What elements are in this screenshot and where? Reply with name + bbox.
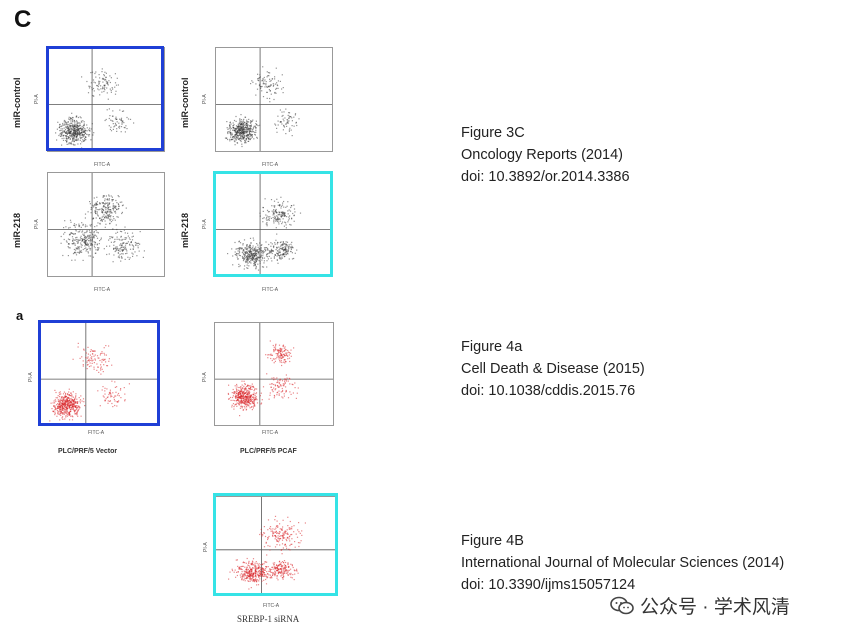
y-axis-label: PI-A [202, 219, 208, 229]
x-axis-label: FITC-A [262, 162, 279, 168]
flow-plot-c-1 [47, 47, 165, 152]
watermark: 公众号 · 学术风清 [610, 592, 790, 619]
highlight-box-blue-a [38, 320, 160, 426]
plot-label-pcaf: PLC/PRF/5 PCAF [240, 448, 297, 455]
plot-label-vector: PLC/PRF/5 Vector [58, 448, 118, 455]
flow-plot-c-3 [47, 172, 165, 277]
caption-figure-4b: Figure 4B International Journal of Molec… [461, 530, 784, 596]
y-axis-label: PI-A [202, 94, 208, 104]
caption-journal: Cell Death & Disease (2015) [461, 361, 645, 377]
wechat-icon [610, 596, 634, 616]
row-label-mir-218-2: miR-218 [180, 212, 190, 248]
caption-figure-3c: Figure 3C Oncology Reports (2014) doi: 1… [461, 122, 630, 188]
caption-doi: doi: 10.3892/or.2014.3386 [461, 169, 630, 185]
plot-label-srebp1-sirna: SREBP-1 siRNA [237, 614, 300, 624]
flow-plot-a-2 [214, 322, 334, 426]
highlight-box-blue-c [46, 46, 164, 151]
y-axis-label: PI-A [28, 372, 34, 382]
caption-figure-4a: Figure 4a Cell Death & Disease (2015) do… [461, 336, 645, 402]
caption-doi: doi: 10.1038/cddis.2015.76 [461, 383, 636, 399]
x-axis-label: FITC-A [263, 603, 280, 609]
highlight-box-cyan-c [213, 171, 333, 277]
row-label-mir-control-1: miR-control [12, 77, 22, 129]
row-label-mir-control-2: miR-control [180, 77, 190, 129]
caption-title: Figure 3C [461, 125, 525, 141]
y-axis-label: PI-A [203, 542, 209, 552]
caption-journal: Oncology Reports (2014) [461, 147, 623, 163]
x-axis-label: FITC-A [262, 287, 279, 293]
caption-title: Figure 4B [461, 533, 524, 549]
x-axis-label: FITC-A [262, 430, 279, 436]
panel-letter-c: C [14, 6, 32, 33]
panel-letter-a: a [16, 308, 24, 323]
flow-plot-c-4 [215, 172, 333, 277]
caption-journal: International Journal of Molecular Scien… [461, 555, 785, 571]
flow-plot-c-2 [215, 47, 333, 152]
x-axis-label: FITC-A [94, 162, 111, 168]
flow-plot-b-1 [215, 496, 337, 594]
x-axis-label: FITC-A [94, 287, 111, 293]
x-axis-label: FITC-A [88, 430, 105, 436]
highlight-box-cyan-b [213, 493, 338, 596]
watermark-text: 公众号 · 学术风清 [640, 597, 790, 618]
y-axis-label: PI-A [34, 94, 40, 104]
y-axis-label: PI-A [34, 219, 40, 229]
row-label-mir-218-1: miR-218 [12, 212, 22, 248]
caption-title: Figure 4a [461, 339, 523, 355]
caption-doi: doi: 10.3390/ijms15057124 [461, 577, 636, 593]
y-axis-label: PI-A [202, 372, 208, 382]
